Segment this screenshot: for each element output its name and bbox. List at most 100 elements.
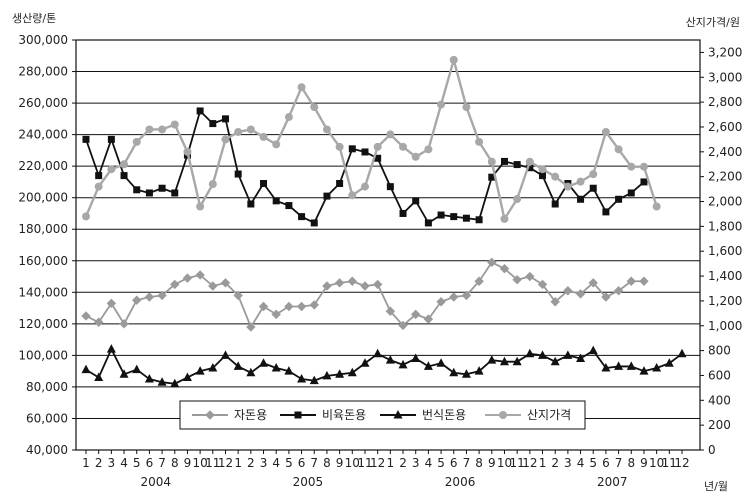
x-tick-label: 10 (192, 456, 207, 470)
x-tick-label: 5 (133, 456, 141, 470)
data-point (309, 375, 319, 385)
data-point (614, 145, 623, 154)
y-right-tick-label: 1,000 (708, 319, 742, 333)
x-tick-label: 12 (522, 456, 537, 470)
data-point (563, 350, 573, 359)
data-point (652, 202, 661, 211)
x-tick-label: 8 (475, 456, 483, 470)
data-point (474, 366, 484, 375)
data-point (284, 113, 293, 122)
data-point (374, 154, 382, 162)
data-point (119, 319, 129, 329)
x-tick-label: 12 (370, 456, 385, 470)
series-3 (81, 344, 687, 388)
data-point (246, 125, 255, 134)
data-point (220, 278, 231, 288)
data-point (119, 369, 129, 378)
data-point (525, 348, 535, 358)
data-point (233, 290, 243, 301)
data-point (81, 364, 91, 374)
data-point (539, 172, 547, 180)
y-left-tick-label: 220,000 (18, 159, 68, 173)
data-point (461, 290, 472, 301)
data-point (462, 214, 470, 222)
data-point (132, 137, 141, 146)
data-point (615, 195, 623, 203)
data-point (347, 367, 357, 377)
data-point (576, 353, 586, 363)
series-group (81, 55, 687, 388)
data-point (588, 345, 598, 355)
data-point (424, 219, 432, 227)
x-tick-label: 4 (120, 456, 128, 470)
x-tick-label: 12 (674, 456, 689, 470)
y-right-tick-label: 1,200 (708, 294, 742, 308)
data-point (95, 172, 103, 180)
data-point (385, 306, 396, 316)
data-point (526, 164, 534, 172)
data-point (334, 278, 345, 288)
axes: 300,000280,000260,000240,000220,000200,0… (18, 33, 742, 489)
data-point (208, 363, 218, 372)
data-point (107, 165, 116, 174)
data-point (525, 157, 534, 166)
data-point (639, 162, 648, 171)
data-point (208, 180, 217, 189)
x-tick-label: 12 (218, 456, 233, 470)
x-tick-label: 7 (463, 456, 471, 470)
data-point (398, 359, 408, 369)
y-right-tick-label: 1,800 (708, 219, 742, 233)
data-point (298, 213, 306, 221)
data-point (398, 320, 408, 331)
data-point (538, 165, 547, 174)
x-tick-label: 9 (640, 456, 648, 470)
x-tick-label: 1 (82, 456, 90, 470)
data-point (462, 103, 471, 112)
data-point (450, 213, 458, 221)
data-point (183, 147, 192, 156)
data-point (361, 148, 369, 156)
data-point (233, 361, 243, 370)
y-left-tick-label: 160,000 (18, 254, 68, 268)
y-right-tick-label: 2,800 (708, 95, 742, 109)
x-tick-label: 1 (387, 456, 395, 470)
data-point (563, 286, 573, 296)
data-point (182, 372, 192, 381)
legend-item: 산지가격 (485, 408, 571, 422)
y-left-tick-label: 280,000 (18, 65, 68, 79)
legend-label: 산지가격 (527, 408, 571, 422)
data-point (423, 314, 434, 324)
legend-label: 자돈용 (234, 408, 267, 422)
data-point (577, 195, 585, 203)
data-point (322, 281, 332, 291)
data-point (627, 189, 635, 197)
data-point (208, 281, 218, 291)
data-point (449, 292, 459, 302)
data-point (285, 202, 293, 210)
data-point (94, 182, 103, 191)
series-4 (82, 55, 661, 223)
y-right-tick-label: 1,600 (708, 244, 742, 258)
data-point (258, 301, 269, 312)
data-point (373, 348, 383, 358)
data-point (550, 297, 560, 307)
y-right-tick-label: 2,600 (708, 120, 742, 134)
data-point (106, 344, 116, 353)
x-tick-label: 3 (260, 456, 268, 470)
data-point (449, 55, 458, 64)
y-axis-left-title: 생산량/톤 (12, 12, 56, 25)
data-point (537, 279, 548, 290)
data-point (360, 281, 370, 291)
year-label: 2006 (445, 475, 476, 489)
y-right-tick-label: 3,000 (708, 70, 742, 84)
legend-swatch-marker (294, 411, 302, 419)
data-point (120, 160, 129, 169)
data-point (538, 350, 548, 359)
x-tick-label: 3 (108, 456, 116, 470)
data-point (436, 297, 446, 307)
data-point (499, 263, 510, 274)
x-tick-label: 11 (510, 456, 525, 470)
legend-label: 번식돈용 (422, 408, 466, 422)
data-point (613, 286, 624, 296)
data-point (525, 271, 535, 282)
